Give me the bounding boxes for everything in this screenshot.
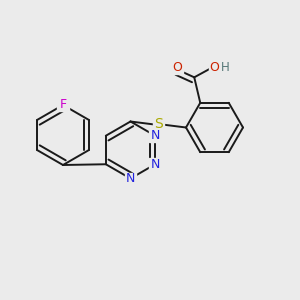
Bar bbox=[171, 62, 183, 74]
Text: O: O bbox=[210, 61, 220, 74]
Text: N: N bbox=[151, 158, 160, 171]
Bar bbox=[152, 118, 164, 130]
Text: S: S bbox=[154, 118, 163, 131]
Bar bbox=[125, 172, 136, 184]
Bar bbox=[149, 130, 161, 142]
Bar bbox=[57, 99, 69, 111]
Bar bbox=[149, 158, 161, 170]
Text: N: N bbox=[151, 129, 160, 142]
Text: F: F bbox=[59, 98, 67, 112]
Text: O: O bbox=[172, 61, 182, 74]
Text: H: H bbox=[221, 61, 230, 74]
Bar bbox=[209, 61, 220, 74]
Text: N: N bbox=[126, 172, 135, 185]
